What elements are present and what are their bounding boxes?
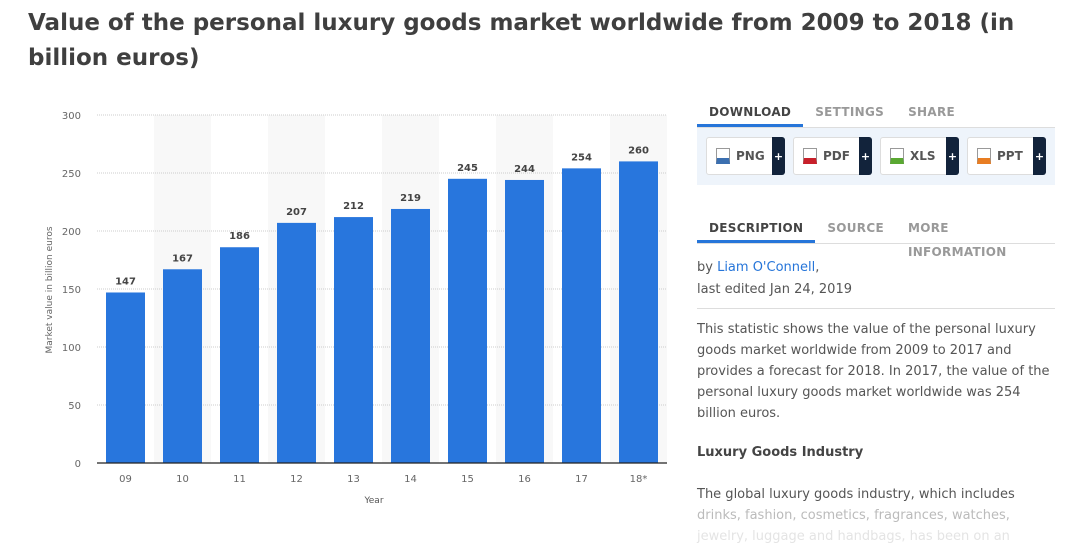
y-tick-label: 300 <box>62 111 81 122</box>
x-tick-label: 11 <box>233 474 246 485</box>
y-tick-label: 250 <box>62 169 81 180</box>
bar[interactable] <box>277 222 316 463</box>
x-tick-label: 14 <box>404 474 417 485</box>
bar[interactable] <box>391 208 430 463</box>
y-tick-label: 0 <box>75 459 81 470</box>
x-tick-label: 09 <box>119 474 132 485</box>
body-line-2: drinks, fashion, cosmetics, fragrances, … <box>697 508 1010 523</box>
data-label: 167 <box>172 253 193 264</box>
ppt-file-icon <box>977 148 991 164</box>
download-label: PNG <box>736 149 765 163</box>
y-tick-label: 200 <box>62 227 81 238</box>
tab-share[interactable]: SHARE <box>908 105 955 119</box>
bar[interactable] <box>163 269 202 463</box>
bar[interactable] <box>619 161 658 463</box>
y-tick-label: 150 <box>62 285 81 296</box>
bar[interactable] <box>562 168 601 464</box>
tab-settings[interactable]: SETTINGS <box>815 105 885 119</box>
data-label: 254 <box>571 152 592 163</box>
last-edited: last edited Jan 24, 2019 <box>697 282 852 297</box>
bar[interactable] <box>106 292 145 463</box>
data-label: 147 <box>115 276 136 287</box>
tab-more-information[interactable]: MORE INFORMATION <box>907 221 1007 259</box>
data-label: 207 <box>286 207 307 218</box>
download-xls-button[interactable]: XLS + <box>880 137 959 175</box>
by-label: by <box>697 260 718 275</box>
x-tick-label: 16 <box>518 474 531 485</box>
y-tick-label: 100 <box>62 343 81 354</box>
x-tick-label: 15 <box>461 474 474 485</box>
info-tabs: DESCRIPTION SOURCE MORE INFORMATION <box>697 216 1055 259</box>
plus-icon[interactable]: + <box>1033 137 1046 175</box>
x-tick-label: 18* <box>630 474 648 485</box>
download-label: PDF <box>823 149 850 163</box>
body-line-1: The global luxury goods industry, which … <box>697 487 1015 502</box>
pdf-file-icon <box>803 148 817 164</box>
bar[interactable] <box>334 217 373 463</box>
section-heading: Luxury Goods Industry <box>697 445 864 460</box>
divider <box>697 308 1055 309</box>
x-tick-label: 17 <box>575 474 588 485</box>
plus-icon[interactable]: + <box>859 137 872 175</box>
x-tick-label: 12 <box>290 474 303 485</box>
data-label: 219 <box>400 193 421 204</box>
description-text: This statistic shows the value of the pe… <box>697 322 1050 421</box>
bar[interactable] <box>220 247 259 463</box>
comma: , <box>815 260 820 275</box>
download-label: XLS <box>910 149 936 163</box>
plus-icon[interactable]: + <box>772 137 785 175</box>
y-axis-label: Market value in billion euros <box>45 226 55 353</box>
author-line: by Liam O'Connell, <box>697 257 819 278</box>
download-label: PPT <box>997 149 1023 163</box>
xls-file-icon <box>890 148 904 164</box>
bar[interactable] <box>448 178 487 464</box>
download-tabs: DOWNLOAD SETTINGS SHARE <box>697 100 1055 128</box>
download-pdf-button[interactable]: PDF + <box>793 137 872 175</box>
tab-description[interactable]: DESCRIPTION <box>697 216 816 243</box>
data-label: 244 <box>514 164 535 175</box>
author-link[interactable]: Liam O'Connell <box>717 260 816 275</box>
data-label: 260 <box>628 145 649 156</box>
data-label: 212 <box>343 201 364 212</box>
x-axis-label: Year <box>363 496 383 506</box>
tab-download[interactable]: DOWNLOAD <box>697 100 804 127</box>
download-ppt-button[interactable]: PPT + <box>967 137 1046 175</box>
download-png-button[interactable]: PNG + <box>706 137 785 175</box>
download-bar: PNG + PDF + XLS + PPT + <box>697 128 1055 185</box>
plus-icon[interactable]: + <box>946 137 959 175</box>
data-label: 245 <box>457 163 478 174</box>
png-file-icon <box>716 148 730 164</box>
data-label: 186 <box>229 231 250 242</box>
y-tick-label: 50 <box>68 401 81 412</box>
x-tick-label: 10 <box>176 474 189 485</box>
body-line-3: jewelry, luggage and handbags, has been … <box>697 529 1010 544</box>
bar-chart: 0 50 100 150 200 250 300 147 09 167 10 186 11 207 12 21… <box>45 111 667 506</box>
bar[interactable] <box>505 179 544 463</box>
tab-source[interactable]: SOURCE <box>827 221 884 235</box>
x-tick-label: 13 <box>347 474 360 485</box>
page-title: Value of the personal luxury goods marke… <box>28 10 1015 71</box>
